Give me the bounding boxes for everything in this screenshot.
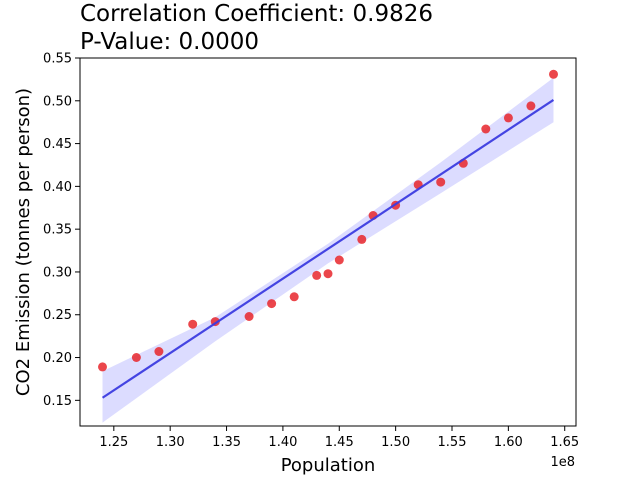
data-point <box>526 101 536 111</box>
y-tick-label: 0.40 <box>43 180 72 195</box>
data-point <box>481 124 491 134</box>
y-axis-label: CO2 Emission (tonnes per person) <box>13 88 34 396</box>
y-tick-label: 0.25 <box>43 308 72 323</box>
data-point <box>503 113 513 123</box>
data-point <box>357 234 367 244</box>
y-tick-label: 0.45 <box>43 137 72 152</box>
x-tick-label: 1.35 <box>212 435 241 450</box>
chart-title-line-1: Correlation Coefficient: 0.9826 <box>80 1 433 27</box>
data-point <box>312 270 322 280</box>
chart-title-line-2: P-Value: 0.0000 <box>80 29 259 55</box>
y-axis-ticks: 0.15 0.20 0.25 0.30 0.35 0.40 0.45 0.50 0.55 <box>43 52 80 409</box>
data-point <box>188 319 198 329</box>
data-point <box>436 177 446 187</box>
axes-frame <box>79 57 577 427</box>
y-tick-label: 0.30 <box>43 265 72 280</box>
x-tick-label: 1.25 <box>99 435 128 450</box>
y-tick-label: 0.20 <box>43 351 72 366</box>
x-tick-label: 1.30 <box>156 435 185 450</box>
regression-line <box>101 99 555 399</box>
plot-area <box>98 69 558 423</box>
x-axis-ticks: 1.25 1.30 1.35 1.40 1.45 1.50 1.55 1.60 1.65 <box>99 426 579 450</box>
y-tick-label: 0.50 <box>43 94 72 109</box>
x-tick-label: 1.45 <box>325 435 354 450</box>
x-tick-label: 1.55 <box>438 435 467 450</box>
x-tick-label: 1.60 <box>494 435 523 450</box>
data-point <box>267 299 277 309</box>
data-point <box>334 255 344 265</box>
data-point <box>549 69 558 79</box>
x-tick-label: 1.50 <box>381 435 410 450</box>
x-axis-label: Population <box>281 455 376 476</box>
y-tick-label: 0.15 <box>43 394 72 409</box>
y-tick-label: 0.55 <box>43 52 72 67</box>
data-point <box>131 353 141 362</box>
data-point <box>289 292 299 302</box>
y-tick-label: 0.35 <box>43 223 72 238</box>
x-axis-offset-label: 1e8 <box>550 455 575 470</box>
data-point <box>154 347 164 356</box>
data-point <box>98 362 107 372</box>
data-point <box>323 269 333 279</box>
x-tick-label: 1.40 <box>268 435 297 450</box>
x-tick-label: 1.65 <box>550 435 579 450</box>
data-point <box>244 312 254 321</box>
